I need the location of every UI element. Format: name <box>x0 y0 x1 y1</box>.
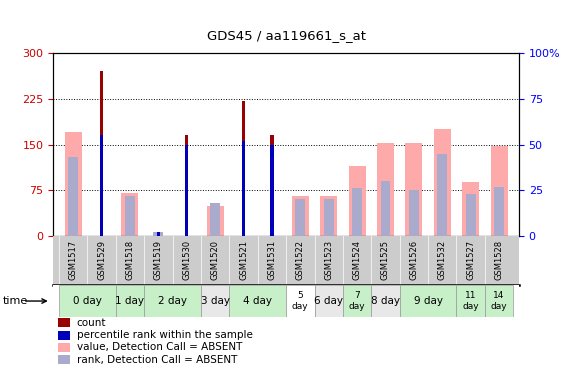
Bar <box>59 285 116 317</box>
Bar <box>210 203 220 236</box>
Text: GSM1520: GSM1520 <box>210 240 219 280</box>
Bar <box>286 285 315 317</box>
Bar <box>201 285 229 317</box>
Text: count: count <box>76 318 106 328</box>
Bar <box>377 143 394 236</box>
Text: 9 day: 9 day <box>413 296 443 306</box>
Text: 0 day: 0 day <box>73 296 102 306</box>
Text: 5
day: 5 day <box>292 291 309 311</box>
Bar <box>206 206 224 236</box>
Text: 4 day: 4 day <box>243 296 272 306</box>
Bar <box>494 187 504 236</box>
Bar <box>270 145 274 236</box>
Bar <box>466 194 476 236</box>
Text: GSM1529: GSM1529 <box>97 240 106 280</box>
Bar <box>485 285 513 317</box>
Bar <box>100 71 103 236</box>
Bar <box>352 188 362 236</box>
Bar <box>295 199 305 236</box>
Bar <box>371 285 399 317</box>
Text: percentile rank within the sample: percentile rank within the sample <box>76 330 252 340</box>
Bar <box>185 135 188 236</box>
Bar <box>399 285 457 317</box>
Text: GSM1525: GSM1525 <box>381 240 390 280</box>
Text: rank, Detection Call = ABSENT: rank, Detection Call = ABSENT <box>76 355 237 365</box>
Bar <box>462 182 479 236</box>
Text: GSM1530: GSM1530 <box>182 240 191 280</box>
Bar <box>116 285 144 317</box>
Bar <box>58 343 70 352</box>
Bar <box>242 141 245 236</box>
Text: GSM1528: GSM1528 <box>495 240 504 280</box>
Bar <box>315 285 343 317</box>
Bar <box>58 355 70 364</box>
Text: 1 day: 1 day <box>116 296 144 306</box>
Bar <box>434 129 451 236</box>
Bar <box>58 318 70 327</box>
Text: 11
day: 11 day <box>462 291 479 311</box>
Bar <box>125 196 135 236</box>
Bar <box>292 197 309 236</box>
Bar <box>121 193 139 236</box>
Bar <box>157 232 160 236</box>
Text: value, Detection Call = ABSENT: value, Detection Call = ABSENT <box>76 343 242 352</box>
Text: GSM1517: GSM1517 <box>68 240 77 280</box>
Bar <box>348 166 366 236</box>
Text: GSM1522: GSM1522 <box>296 240 305 280</box>
Text: time: time <box>3 296 28 306</box>
Text: GSM1526: GSM1526 <box>410 240 419 280</box>
Bar <box>65 132 82 236</box>
Text: GSM1527: GSM1527 <box>466 240 475 280</box>
Bar <box>406 143 422 236</box>
Text: GSM1519: GSM1519 <box>154 240 163 280</box>
Text: 14
day: 14 day <box>491 291 507 311</box>
Text: GSM1523: GSM1523 <box>324 240 333 280</box>
Text: GSM1521: GSM1521 <box>239 240 248 280</box>
Text: 8 day: 8 day <box>371 296 400 306</box>
Bar <box>343 285 371 317</box>
Text: GDS45 / aa119661_s_at: GDS45 / aa119661_s_at <box>206 29 366 42</box>
Text: 6 day: 6 day <box>314 296 343 306</box>
Bar <box>242 101 245 236</box>
Bar <box>153 232 163 236</box>
Text: GSM1532: GSM1532 <box>438 240 447 280</box>
Bar <box>457 285 485 317</box>
Text: GSM1524: GSM1524 <box>353 240 362 280</box>
Text: GSM1531: GSM1531 <box>268 240 277 280</box>
Text: 3 day: 3 day <box>201 296 229 306</box>
Text: GSM1518: GSM1518 <box>126 240 135 280</box>
Text: 2 day: 2 day <box>158 296 187 306</box>
Bar <box>320 197 337 236</box>
Bar <box>380 181 390 236</box>
Bar <box>144 285 201 317</box>
Bar <box>437 154 447 236</box>
Bar <box>185 145 188 236</box>
Bar <box>490 146 508 236</box>
Bar <box>68 157 78 236</box>
Bar <box>270 135 274 236</box>
Bar <box>324 199 334 236</box>
Bar <box>409 190 419 236</box>
Bar <box>100 135 103 236</box>
Bar <box>229 285 286 317</box>
Bar <box>58 330 70 340</box>
Text: 7
day: 7 day <box>349 291 365 311</box>
